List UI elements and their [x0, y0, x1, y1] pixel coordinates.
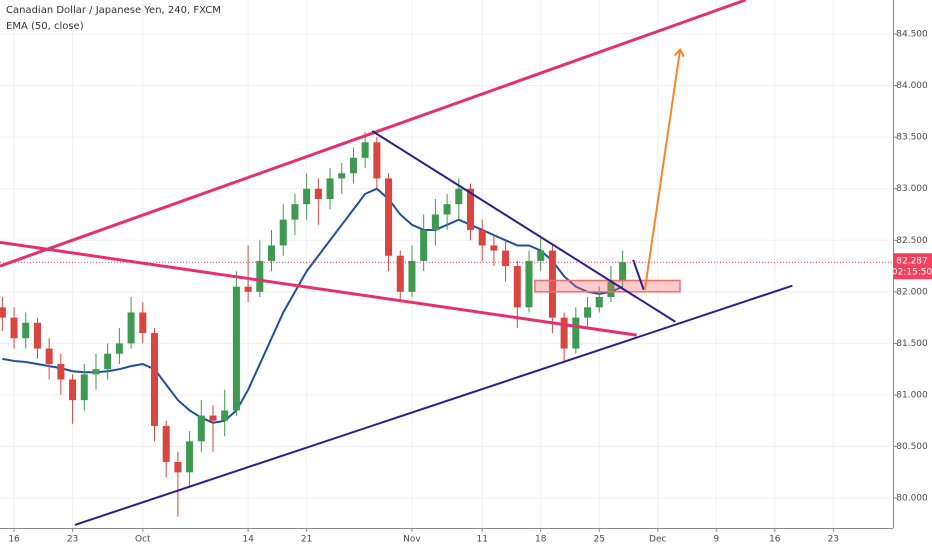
x-tick-label: 25 [594, 535, 605, 545]
candle-body [174, 462, 182, 473]
candle-body [619, 262, 627, 282]
candle-body [127, 312, 135, 344]
candle-body [502, 250, 510, 267]
countdown: 02:15:50 [892, 268, 932, 278]
candle-body [361, 142, 369, 158]
last-price-badge [893, 253, 932, 280]
candle-body [466, 188, 475, 230]
trend-line [0, 0, 747, 268]
trend-line [0, 240, 637, 337]
candle-body [431, 214, 439, 230]
candle-body [139, 312, 147, 334]
x-tick-label: 18 [535, 535, 547, 545]
candle-body [607, 281, 615, 297]
candle-body [420, 229, 428, 261]
candle-body [385, 178, 393, 256]
candle-body [279, 219, 287, 246]
candle-body [115, 343, 123, 354]
candle-body [244, 286, 252, 292]
candle-body [186, 441, 194, 473]
x-tick-label: Dec [649, 535, 666, 545]
y-tick-label: 83.000 [896, 184, 928, 194]
candle-body [560, 317, 568, 349]
candle-body [92, 369, 100, 375]
y-tick-label: 80.000 [896, 494, 928, 504]
y-tick-label: 82.000 [896, 287, 928, 297]
candle-body [162, 425, 170, 462]
candle-body [595, 297, 603, 308]
y-tick-label: 81.500 [896, 339, 928, 349]
x-tick-label: 16 [8, 535, 20, 545]
x-tick-label: Nov [403, 535, 421, 545]
legend-entry: EMA (50, close) [6, 21, 84, 32]
candle-body [22, 322, 30, 339]
y-tick-label: 81.000 [896, 390, 928, 400]
candle-body [303, 188, 311, 205]
ema-line [2, 187, 624, 424]
candle-body [57, 364, 65, 380]
candle-body [525, 260, 533, 308]
candle-body [45, 348, 53, 365]
last-price-label: 82.287 [896, 257, 928, 267]
candle-body [69, 379, 77, 401]
candle-body [349, 157, 357, 174]
y-tick-label: 82.500 [896, 236, 928, 246]
y-tick-label: 84.500 [896, 30, 928, 40]
candle-body [80, 374, 88, 401]
candle-body [256, 260, 264, 292]
trend-line [632, 259, 645, 291]
candle-body [104, 353, 112, 370]
y-tick-label: 83.500 [896, 133, 928, 143]
candle-body [513, 266, 521, 308]
y-tick-label: 84.000 [896, 81, 928, 91]
candle-body [478, 229, 486, 246]
x-tick-label: 14 [242, 535, 254, 545]
candle-body [221, 410, 229, 421]
x-tick-label: 9 [713, 535, 719, 545]
candle-body [396, 255, 404, 292]
candle-body [268, 245, 276, 261]
zone-box [534, 279, 681, 293]
candle-body [232, 286, 240, 411]
candle-body [291, 204, 299, 220]
candle-body [326, 178, 334, 200]
plot-area [0, 0, 893, 528]
trend-line [74, 284, 793, 526]
x-tick-label: 16 [769, 535, 781, 545]
candle-body [408, 260, 416, 292]
candle-body [33, 322, 41, 349]
candle-body [548, 250, 556, 318]
x-tick-label: Oct [135, 535, 151, 545]
candle-body [490, 245, 498, 251]
arrow [643, 51, 680, 290]
x-tick-label: 11 [476, 535, 487, 545]
trend-line [371, 130, 676, 323]
chart-title: Canadian Dollar / Japanese Yen, 240, FXC… [6, 5, 221, 16]
candle-body [373, 142, 381, 179]
x-tick-label: 21 [301, 535, 312, 545]
candle-body [455, 188, 463, 205]
candle-body [0, 307, 6, 318]
candle-body [584, 307, 592, 318]
candle-body [314, 188, 322, 200]
x-tick-label: 23 [67, 535, 78, 545]
candle-body [338, 173, 346, 179]
x-tick-label: 23 [828, 535, 839, 545]
candle-body [10, 317, 18, 339]
candle-body [572, 317, 580, 349]
candle-body [209, 415, 217, 421]
candle-body [443, 204, 451, 215]
candle-body [537, 250, 545, 261]
candle-body [197, 415, 205, 442]
candle-body [150, 333, 159, 426]
y-tick-label: 80.500 [896, 442, 928, 452]
axes: 80.000 80.500 81.000 81.500 82.000 82.500 83.0… [8, 30, 932, 545]
